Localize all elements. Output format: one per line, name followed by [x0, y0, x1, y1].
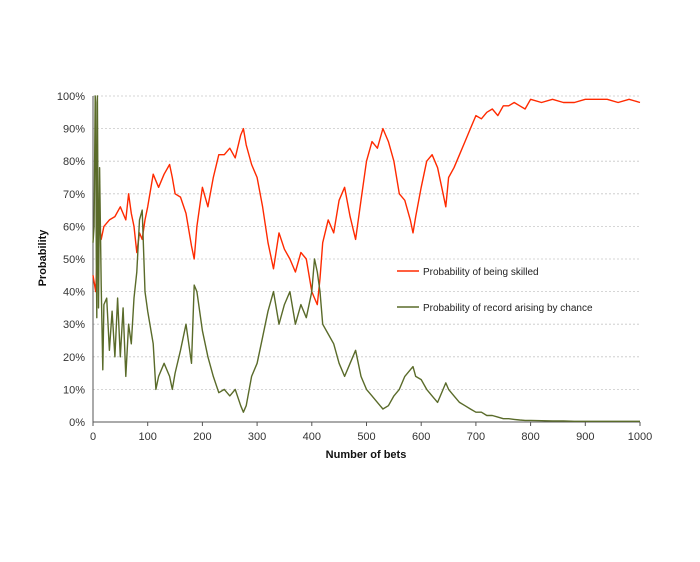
y-tick-labels: 0% 10% 20% 30% 40% 50% 60% 70% 80% 90% 100% — [57, 91, 85, 429]
x-tick-label: 1000 — [628, 431, 652, 443]
y-tick-label: 40% — [63, 287, 85, 299]
y-tick-label: 90% — [63, 124, 85, 136]
x-tick-label: 200 — [193, 431, 211, 443]
y-axis-title: Probability — [37, 229, 49, 287]
x-tick-label: 900 — [576, 431, 594, 443]
y-tick-label: 80% — [63, 156, 85, 168]
x-tick-label: 500 — [357, 431, 375, 443]
y-tick-label: 50% — [63, 254, 85, 266]
gridlines — [93, 96, 640, 389]
y-tick-label: 30% — [63, 319, 85, 331]
x-tick-labels: 0 100 200 300 400 500 600 700 800 900 1000 — [90, 431, 652, 443]
x-tick-label: 100 — [139, 431, 157, 443]
x-tick-label: 600 — [412, 431, 430, 443]
series-line-skilled — [93, 99, 640, 304]
y-tick-label: 20% — [63, 352, 85, 364]
y-tick-label: 60% — [63, 221, 85, 233]
legend-label-skilled: Probability of being skilled — [423, 267, 539, 278]
x-tick-label: 700 — [467, 431, 485, 443]
y-tick-label: 70% — [63, 189, 85, 201]
y-tick-label: 0% — [69, 417, 85, 429]
y-tick-label: 100% — [57, 91, 85, 103]
x-tick-label: 400 — [303, 431, 321, 443]
x-tick-label: 0 — [90, 431, 96, 443]
x-axis-title: Number of bets — [326, 449, 407, 461]
legend-label-chance: Probability of record arising by chance — [423, 303, 593, 314]
x-tick-label: 300 — [248, 431, 266, 443]
x-tick-label: 800 — [521, 431, 539, 443]
y-tick-label: 10% — [63, 384, 85, 396]
legend: Probability of being skilled Probability… — [397, 267, 593, 314]
